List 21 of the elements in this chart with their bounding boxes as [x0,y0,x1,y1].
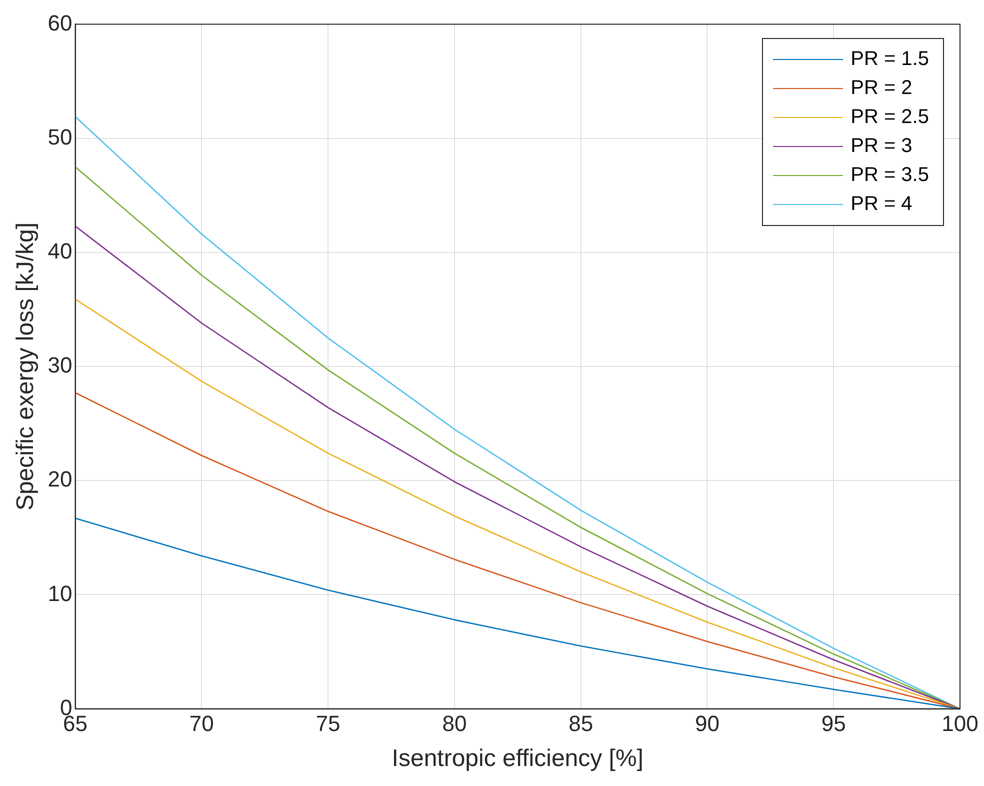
x-tick-label: 80 [442,711,467,736]
y-tick-label: 50 [48,124,72,150]
legend-label: PR = 3 [850,135,912,158]
y-tick-label: 10 [48,580,72,606]
legend-label: PR = 4 [850,193,912,216]
x-tick-label: 100 [942,711,978,736]
x-axis-title: Isentropic efficiency [%] [392,745,644,772]
x-tick-label: 95 [821,711,846,736]
x-tick-label: 85 [568,711,594,736]
x-tick-label: 75 [316,711,340,736]
legend-label: PR = 1.5 [850,48,929,71]
y-axis-title: Specific exergy loss [kJ/kg] [12,222,40,511]
y-tick-label: 40 [48,238,72,264]
y-tick-label: 20 [48,466,72,492]
legend-label: PR = 3.5 [850,164,929,187]
legend-label: PR = 2.5 [850,106,929,129]
x-tick-label: 70 [189,711,214,736]
legend-label: PR = 2 [850,77,912,100]
y-tick-label: 30 [48,352,72,378]
x-tick-label: 90 [694,711,720,736]
y-tick-label: 60 [48,10,72,36]
